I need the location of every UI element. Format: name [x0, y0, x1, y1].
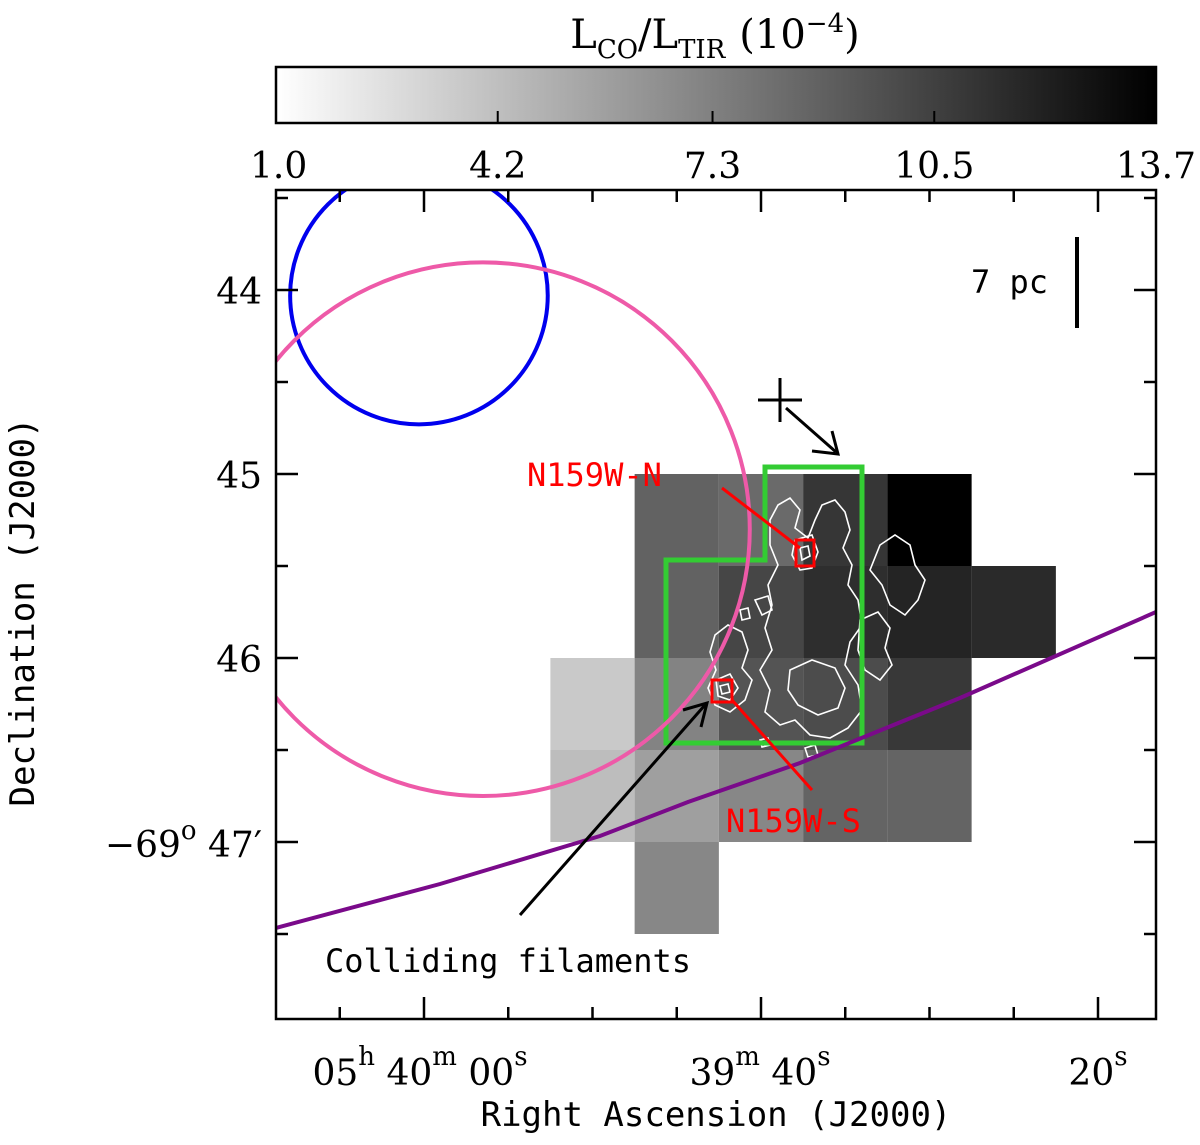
ytick-47-min: 47′	[197, 825, 262, 866]
ratio-pixel	[971, 566, 1056, 658]
red-box-south	[710, 678, 734, 704]
blue-circle	[288, 190, 550, 427]
ratio-pixel	[718, 474, 804, 566]
ratio-pixel	[803, 566, 888, 658]
ytick-46: 46	[216, 640, 262, 681]
colorbar-tick-label: 4.2	[469, 146, 526, 187]
ratio-pixel	[803, 750, 888, 842]
ytick-47: −69o 47′	[105, 816, 262, 866]
red-box-north	[794, 538, 816, 568]
pink-circle	[276, 260, 752, 798]
colorbar-title-tir: TIR	[678, 35, 727, 65]
pointer-n159w-s	[730, 699, 814, 791]
label-colliding-filaments: Colliding filaments	[325, 942, 691, 980]
colorbar-ticks	[275, 111, 1157, 123]
scalebar-label: 7 pc	[971, 263, 1048, 301]
xtick-20: 20s	[1068, 1042, 1127, 1094]
colorbar-title-close: )	[844, 12, 860, 58]
motion-arrowhead	[811, 430, 841, 456]
colorbar-title: LCO/LTIR (10−4)	[570, 9, 859, 65]
pointer-n159w-n	[721, 486, 801, 550]
colorbar-title-l: L	[570, 12, 597, 58]
ratio-pixel	[634, 474, 719, 566]
colorbar	[274, 65, 1158, 125]
ratio-pixel	[887, 658, 972, 750]
ytick-47-deg: −69	[105, 825, 181, 866]
plot-contents	[276, 190, 1156, 934]
colorbar-tick-label: 10.5	[894, 146, 974, 187]
purple-boundary-line	[276, 610, 1156, 930]
motion-arrow	[785, 406, 837, 454]
ratio-pixel	[550, 658, 635, 750]
y-axis-label: Declination (J2000)	[3, 418, 43, 807]
xtick-3940: 39m 40s	[689, 1042, 830, 1094]
ytick-44: 44	[216, 272, 262, 313]
colorbar-title-units: (10	[739, 12, 806, 58]
ratio-pixel	[887, 750, 972, 842]
label-n159w-n: N159W-N	[527, 456, 662, 494]
ratio-pixel	[887, 474, 972, 566]
colorbar-title-exp: −4	[806, 9, 844, 39]
ytick-45: 45	[216, 456, 262, 497]
label-n159w-s: N159W-S	[726, 802, 861, 840]
plot-frame	[274, 188, 1158, 1021]
ratio-pixels	[550, 474, 1056, 934]
axis-ticks	[276, 190, 1156, 1019]
colliding-arrowhead	[682, 700, 710, 728]
ratio-pixel	[634, 842, 719, 934]
colorbar-tick-label: 13.7	[1116, 146, 1196, 187]
colorbar-title-co: CO	[597, 35, 638, 65]
ratio-pixel	[634, 566, 719, 658]
colorbar-tick-label: 1.0	[250, 146, 307, 187]
colorbar-tick-label: 7.3	[684, 146, 741, 187]
green-coverage-region	[663, 464, 865, 746]
colliding-arrow	[518, 704, 707, 916]
x-axis-label: Right Ascension (J2000)	[481, 1095, 952, 1135]
co-contours	[707, 496, 926, 758]
colorbar-tick-labels: 1.0 4.2 7.3 10.5 13.7	[250, 146, 1196, 187]
xtick-0540: 05h 40m 00s	[312, 1042, 527, 1094]
colorbar-title-slash: /L	[638, 12, 678, 58]
ytick-47-sup: o	[181, 816, 197, 846]
